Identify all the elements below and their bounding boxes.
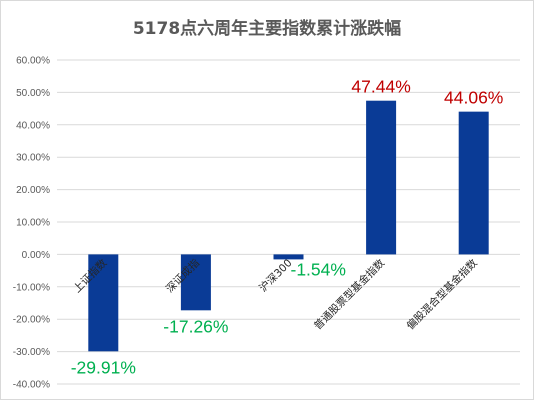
y-tick-label: 60.00% xyxy=(16,56,50,67)
chart-title: 5178点六周年主要指数累计涨跌幅 xyxy=(132,19,402,39)
data-label: 47.44% xyxy=(351,77,410,97)
data-label: -17.26% xyxy=(163,316,228,336)
category-label: 偏股混合型基金指数 xyxy=(404,256,480,332)
bar xyxy=(180,254,211,311)
y-tick-label: -10.00% xyxy=(13,282,50,293)
data-label: -1.54% xyxy=(291,259,346,279)
y-tick-label: 50.00% xyxy=(16,88,50,99)
y-tick-label: 10.00% xyxy=(16,218,50,229)
bar xyxy=(88,254,119,352)
bar xyxy=(458,111,489,255)
bar xyxy=(366,100,397,255)
bar xyxy=(273,254,304,260)
y-tick-label: 40.00% xyxy=(16,120,50,131)
data-label: 44.06% xyxy=(444,88,503,108)
y-tick-label: -20.00% xyxy=(13,315,50,326)
y-tick-label: 0.00% xyxy=(22,250,50,261)
data-label: -29.91% xyxy=(71,357,136,377)
y-tick-label: -40.00% xyxy=(13,380,50,391)
y-tick-label: 30.00% xyxy=(16,153,50,164)
y-tick-label: -30.00% xyxy=(13,347,50,358)
category-label: 沪深300 xyxy=(256,256,294,294)
y-tick-label: 20.00% xyxy=(16,185,50,196)
